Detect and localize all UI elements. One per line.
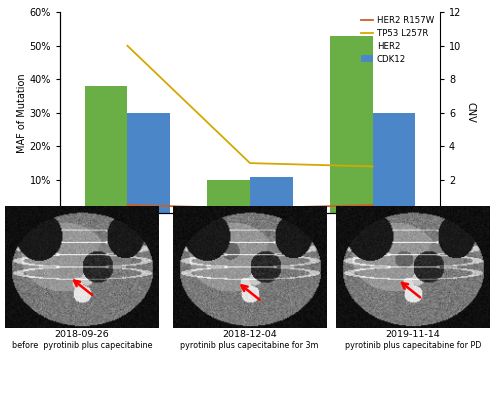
Bar	[330, 36, 372, 213]
Bar	[84, 86, 128, 213]
Y-axis label: MAF of Mutation: MAF of Mutation	[16, 73, 26, 153]
Text: pyrotinib plus capecitabine for PD: pyrotinib plus capecitabine for PD	[345, 341, 481, 350]
Bar	[128, 113, 170, 213]
Legend: HER2 R157W, TP53 L257R, HER2, CDK12: HER2 R157W, TP53 L257R, HER2, CDK12	[360, 15, 436, 66]
Text: 2018-12-04: 2018-12-04	[222, 330, 277, 339]
Bar	[372, 113, 416, 213]
Bar	[207, 180, 250, 213]
Bar	[250, 177, 293, 213]
Text: 2019-11-14: 2019-11-14	[386, 330, 440, 339]
Y-axis label: CNV: CNV	[466, 102, 475, 123]
Text: pyrotinib plus capecitabine for 3m: pyrotinib plus capecitabine for 3m	[180, 341, 319, 350]
Text: 2018-09-26: 2018-09-26	[54, 330, 110, 339]
Text: before  pyrotinib plus capecitabine: before pyrotinib plus capecitabine	[12, 341, 152, 350]
